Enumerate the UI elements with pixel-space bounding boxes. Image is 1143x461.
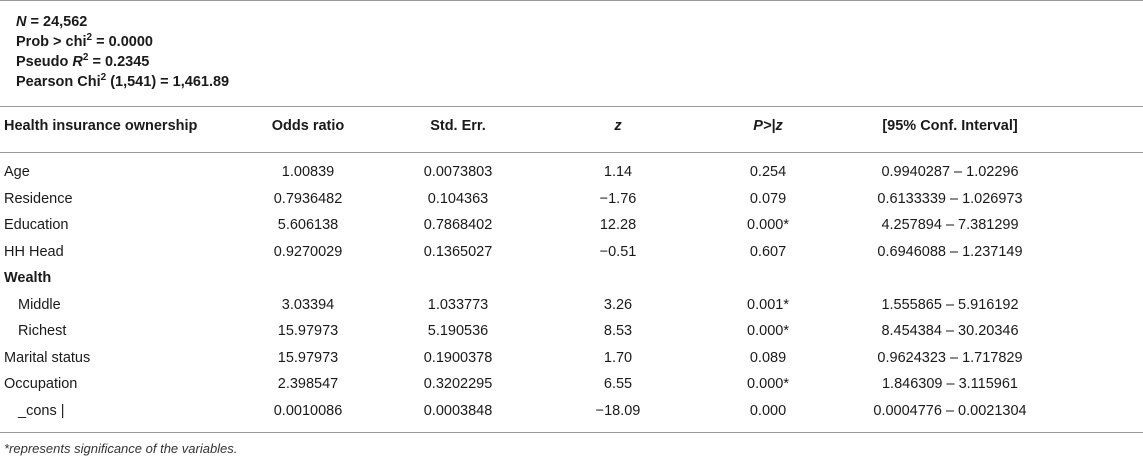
cell-p-value: 0.001*	[747, 296, 789, 313]
cell-odds-ratio: 0.0010086	[273, 402, 343, 419]
cell-std-err: 1.033773	[427, 296, 489, 313]
cell-z: −0.51	[599, 243, 637, 260]
cell-conf-interval: 0.0004776 – 0.0021304	[873, 402, 1027, 419]
table-row: Residence 0.7936482 0.104363 −1.76 0.079…	[0, 187, 1143, 214]
stat-pearson-chi2: Pearson Chi2 (1,541) = 1,461.89	[16, 72, 230, 91]
cell-odds-ratio: 15.97973	[277, 349, 339, 366]
cell-z: 8.53	[603, 323, 633, 339]
cell-z: 12.28	[599, 217, 637, 233]
cell-z: 3.26	[603, 296, 633, 313]
cell-odds-ratio: 5.606138	[277, 217, 339, 233]
cell-z: 1.70	[603, 349, 633, 366]
cell-p-value: 0.000*	[747, 217, 789, 233]
cell-p-value: 0.089	[749, 349, 787, 366]
cell-conf-interval: 1.555865 – 5.916192	[881, 296, 1019, 313]
bottom-rule	[0, 432, 1143, 433]
stat-prob-chi2: Prob > chi2 = 0.0000	[16, 32, 153, 51]
cell-odds-ratio: 15.97973	[277, 323, 339, 339]
cell-p-value: 0.000*	[747, 376, 789, 392]
stat-n: N = 24,562	[16, 14, 88, 30]
cell-odds-ratio: 1.00839	[281, 164, 335, 180]
cell-conf-interval: 1.846309 – 3.115961	[881, 376, 1019, 392]
cell-odds-ratio: 0.9270029	[273, 243, 343, 260]
cell-conf-interval: 0.9624323 – 1.717829	[877, 349, 1023, 366]
cell-std-err: 0.104363	[427, 190, 489, 207]
cell-p-value: 0.000*	[747, 323, 789, 339]
cell-p-value: 0.000	[749, 402, 787, 419]
group-label-wealth: Wealth	[4, 270, 52, 286]
cell-std-err: 0.0003848	[423, 402, 493, 419]
cell-z: 1.14	[603, 164, 633, 180]
header-conf-interval: [95% Conf. Interval]	[882, 118, 1018, 134]
cell-z: 6.55	[603, 376, 633, 392]
table-row: Occupation 2.398547 0.3202295 6.55 0.000…	[0, 372, 1143, 399]
cell-p-value: 0.254	[749, 164, 787, 180]
table-row: Marital status 15.97973 0.1900378 1.70 0…	[0, 346, 1143, 373]
cell-p-value: 0.607	[749, 243, 787, 260]
row-label: Marital status	[4, 349, 91, 366]
table-row-group-header: Wealth	[0, 266, 1143, 293]
cell-conf-interval: 0.6133339 – 1.026973	[877, 190, 1023, 207]
row-label: _cons |	[18, 402, 65, 419]
row-label: Middle	[18, 296, 61, 313]
table-body: Age 1.00839 0.0073803 1.14 0.254 0.99402…	[0, 160, 1143, 425]
header-rule	[0, 152, 1143, 153]
header-odds-ratio: Odds ratio	[271, 118, 345, 134]
cell-odds-ratio: 0.7936482	[273, 190, 343, 207]
cell-std-err: 0.7868402	[423, 217, 493, 233]
cell-std-err: 0.3202295	[423, 376, 493, 392]
cell-conf-interval: 0.6946088 – 1.237149	[877, 243, 1023, 260]
stats-rule	[0, 106, 1143, 107]
row-label: HH Head	[4, 243, 64, 260]
cell-std-err: 0.1900378	[423, 349, 493, 366]
cell-z: −18.09	[595, 402, 641, 419]
table-row: HH Head 0.9270029 0.1365027 −0.51 0.607 …	[0, 240, 1143, 267]
cell-conf-interval: 0.9940287 – 1.02296	[881, 164, 1019, 180]
header-p-value: P>|z	[753, 118, 783, 134]
row-label: Occupation	[4, 376, 78, 392]
cell-odds-ratio: 2.398547	[277, 376, 339, 392]
cell-conf-interval: 8.454384 – 30.20346	[881, 323, 1019, 339]
table-row: Age 1.00839 0.0073803 1.14 0.254 0.99402…	[0, 160, 1143, 187]
header-std-err: Std. Err.	[430, 118, 486, 134]
row-label: Richest	[18, 323, 67, 339]
row-label: Age	[4, 164, 30, 180]
cell-std-err: 5.190536	[427, 323, 489, 339]
table-row: Richest 15.97973 5.190536 8.53 0.000* 8.…	[0, 319, 1143, 346]
table-row: Education 5.606138 0.7868402 12.28 0.000…	[0, 213, 1143, 240]
cell-conf-interval: 4.257894 – 7.381299	[881, 217, 1019, 233]
model-statistics: N = 24,562 Prob > chi2 = 0.0000 Pseudo R…	[16, 12, 229, 92]
cell-p-value: 0.079	[749, 190, 787, 207]
table-footnote: *represents significance of the variable…	[4, 441, 238, 456]
top-rule	[0, 0, 1143, 1]
cell-std-err: 0.1365027	[423, 243, 493, 260]
cell-z: −1.76	[599, 190, 637, 207]
stat-pseudo-r2: Pseudo R2 = 0.2345	[16, 52, 150, 71]
row-label: Education	[4, 217, 69, 233]
table-row: Middle 3.03394 1.033773 3.26 0.001* 1.55…	[0, 293, 1143, 320]
cell-odds-ratio: 3.03394	[281, 296, 335, 313]
row-label: Residence	[4, 190, 73, 207]
header-z: z	[614, 118, 622, 134]
header-variable: Health insurance ownership	[4, 118, 198, 134]
table-row: _cons | 0.0010086 0.0003848 −18.09 0.000…	[0, 399, 1143, 426]
cell-std-err: 0.0073803	[423, 164, 493, 180]
